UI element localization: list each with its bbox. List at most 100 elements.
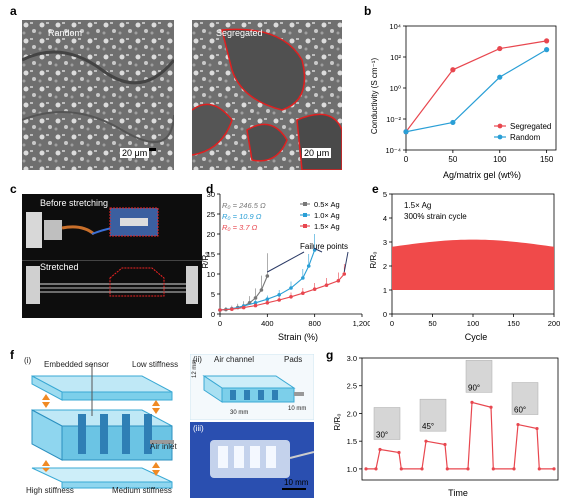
label-air-inlet: Air inlet bbox=[150, 442, 177, 451]
chart-b-legend-marker bbox=[497, 123, 503, 129]
chart-d-xtick-label: 400 bbox=[261, 319, 274, 328]
chart-g-point bbox=[443, 442, 447, 447]
label-dim-12mm: 12 mm bbox=[192, 359, 198, 378]
chart-g-xlabel: Time bbox=[448, 488, 468, 498]
panel-letter-a: a bbox=[10, 4, 17, 18]
chart-g-point bbox=[491, 467, 495, 471]
chart-g-ylabel: R/R₀ bbox=[333, 413, 342, 430]
label-before-stretching: Before stretching bbox=[40, 198, 109, 208]
chart-b-xtick-label: 50 bbox=[448, 155, 457, 164]
chart-g-point bbox=[470, 400, 474, 404]
chart-d-series-line bbox=[219, 273, 345, 311]
chart-g-point bbox=[535, 426, 539, 431]
chart-b-xtick-label: 0 bbox=[404, 155, 409, 164]
chart-g-point bbox=[397, 450, 401, 455]
panel-letter-d: d bbox=[206, 182, 214, 196]
chart-d-point bbox=[336, 279, 341, 283]
chart-g: R/R₀ Time 1.0 1.5 2.0 2.5 3.0 30° 45° 90° 60° bbox=[333, 354, 559, 498]
label-low-stiffness: Low stiffness bbox=[132, 360, 179, 369]
chart-d-point bbox=[277, 293, 281, 297]
chart-g-point bbox=[552, 467, 556, 471]
chart-b-point bbox=[497, 74, 503, 80]
chart-e-cycle-band bbox=[392, 239, 554, 290]
chart-d-point bbox=[253, 301, 258, 305]
scale-bar-label-10mm: 10 mm bbox=[284, 478, 309, 487]
chart-b-ytick-label: 10² bbox=[390, 53, 401, 62]
chart-d-point bbox=[265, 274, 270, 278]
chart-b-series-segregated bbox=[405, 40, 547, 133]
chart-e-ytick-label: 1 bbox=[383, 286, 387, 295]
schematic-air-channel bbox=[190, 354, 314, 420]
chart-g-point bbox=[537, 467, 541, 471]
chart-g-frame bbox=[361, 357, 559, 481]
chart-e-ytick-label: 0 bbox=[383, 310, 387, 319]
chart-b-point bbox=[450, 67, 456, 73]
chart-g-angle-label: 60° bbox=[514, 406, 526, 415]
chart-e-ylabel: R/R₀ bbox=[369, 251, 378, 268]
chart-g-point bbox=[466, 467, 470, 471]
chart-b-ytick-label: 10⁴ bbox=[389, 22, 401, 31]
chart-e-ytick-label: 2 bbox=[383, 262, 387, 271]
chart-g-ytick-label: 1.0 bbox=[347, 465, 357, 474]
chart-g-angle-label: 45° bbox=[422, 422, 434, 431]
panel-letter-c: c bbox=[10, 182, 17, 196]
chart-e-note-1: 1.5× Ag bbox=[404, 201, 431, 210]
chart-d-ylabel: R/R₀ bbox=[201, 251, 210, 268]
chart-d-point bbox=[324, 283, 329, 287]
scale-bar-label-left: 20 μm bbox=[120, 148, 150, 158]
chart-b-xlabel: Ag/matrix gel (wt%) bbox=[443, 170, 521, 180]
chart-d-annotation: Failure points bbox=[300, 242, 348, 251]
illustration-soft-actuator bbox=[31, 364, 174, 489]
chart-d-point bbox=[253, 296, 258, 300]
label-high-stiffness: High stiffness bbox=[26, 486, 74, 495]
chart-g-point bbox=[374, 467, 378, 471]
sem-image-segregated bbox=[192, 20, 342, 170]
chart-g-ytick-label: 2.0 bbox=[347, 409, 357, 418]
panel-letter-e: e bbox=[372, 182, 379, 196]
chart-d-point bbox=[230, 307, 234, 311]
chart-d-legend-label: 1.0× Ag bbox=[314, 211, 340, 220]
chart-g-ytick-label: 2.5 bbox=[347, 382, 357, 391]
chart-b-ylabel: Conductivity (S cm⁻¹) bbox=[370, 58, 379, 135]
chart-d-ytick-label: 5 bbox=[211, 290, 215, 299]
chart-e-xtick-label: 200 bbox=[548, 319, 561, 328]
chart-b-frame bbox=[405, 25, 557, 151]
chart-d-point bbox=[218, 308, 222, 312]
chart-e: R/R₀ Cycle 1.5× Ag 300% strain cycle 0 50… bbox=[369, 190, 561, 342]
chart-g-angle-label: 90° bbox=[468, 383, 480, 392]
chart-d-ytick-label: 20 bbox=[207, 230, 215, 239]
chart-e-note-2: 300% strain cycle bbox=[404, 212, 467, 221]
chart-g-point bbox=[420, 467, 424, 471]
chart-b-xtick-label: 100 bbox=[493, 155, 507, 164]
chart-b-legend-marker bbox=[497, 134, 503, 140]
chart-d-arrow bbox=[313, 247, 323, 253]
chart-d-point bbox=[306, 264, 311, 268]
chart-g-point bbox=[378, 447, 382, 452]
chart-d-xtick-label: 0 bbox=[218, 319, 222, 328]
label-sub-i: (i) bbox=[24, 356, 32, 365]
chart-g-signal-line bbox=[366, 401, 554, 470]
chart-b-point bbox=[544, 47, 550, 53]
chart-d-ytick-label: 10 bbox=[207, 270, 215, 279]
label-dim-30mm: 30 mm bbox=[230, 410, 249, 416]
chart-e-ytick-label: 3 bbox=[383, 238, 387, 247]
chart-d-xtick-label: 800 bbox=[308, 319, 321, 328]
chart-g-inset-photo bbox=[419, 398, 447, 432]
chart-d-legend-label: 0.5× Ag bbox=[314, 200, 340, 209]
chart-d-point bbox=[301, 276, 305, 280]
chart-d-point bbox=[312, 287, 317, 291]
chart-g-ytick-label: 3.0 bbox=[347, 354, 357, 363]
chart-b-xtick-label: 150 bbox=[540, 155, 554, 164]
chart-g-ytick-label: 1.5 bbox=[347, 437, 357, 446]
chart-e-xtick-label: 100 bbox=[467, 319, 480, 328]
chart-d-legend-label: 1.5× Ag bbox=[314, 222, 340, 231]
chart-g-point bbox=[364, 467, 368, 471]
chart-d-legend-marker bbox=[303, 224, 307, 228]
chart-d-xlabel: Strain (%) bbox=[278, 332, 318, 342]
chart-d-xtick-label: 1,200 bbox=[353, 319, 370, 328]
label-sub-iii: (iii) bbox=[193, 424, 204, 433]
chart-g-point bbox=[516, 422, 520, 427]
chart-g-point bbox=[512, 467, 516, 471]
chart-g-angle-label: 30° bbox=[376, 431, 388, 440]
chart-d-point bbox=[277, 298, 281, 302]
